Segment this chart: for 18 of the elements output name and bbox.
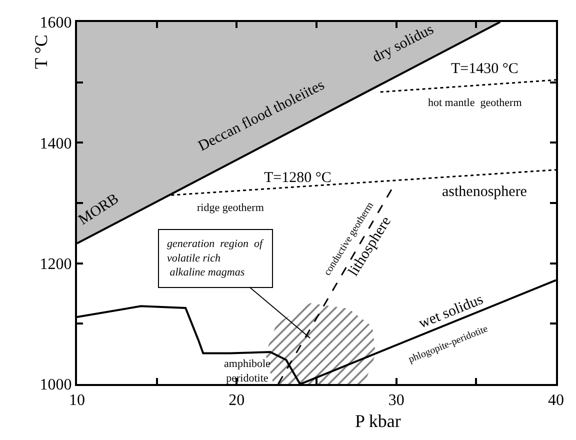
annotation: T=1430 °C xyxy=(451,61,518,77)
annotation: generation region of volatile rich alkaline magmas xyxy=(167,238,264,279)
x-tick-label: 20 xyxy=(228,392,245,410)
annotation: dry solidus xyxy=(370,22,437,66)
x-axis-title: P kbar xyxy=(355,411,401,431)
y-tick-label: 1200 xyxy=(40,256,72,273)
y-tick-label: 1400 xyxy=(40,135,72,152)
annotation: T=1280 °C xyxy=(264,170,332,186)
annotation: amphibole peridotite xyxy=(224,358,271,384)
y-axis-title: T °C xyxy=(31,34,52,69)
annotation: ridge geotherm xyxy=(197,202,264,214)
x-tick-label: 10 xyxy=(69,392,85,410)
y-tick-label: 1600 xyxy=(40,14,72,32)
annotation: hot mantle geotherm xyxy=(428,97,522,109)
annotation: asthenosphere xyxy=(442,184,528,200)
y-tick-label: 1000 xyxy=(40,376,72,394)
x-tick-label: 30 xyxy=(388,392,404,410)
x-tick-label: 40 xyxy=(548,392,564,410)
